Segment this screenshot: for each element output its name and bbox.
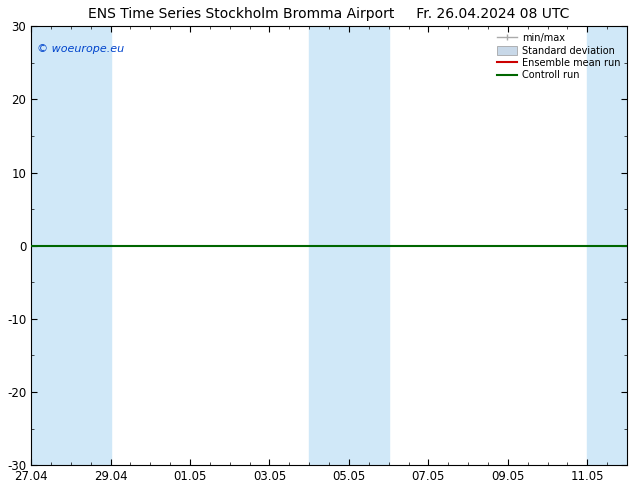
Bar: [71, 26, 110, 465]
Bar: [587, 26, 627, 465]
Bar: [309, 26, 349, 465]
Title: ENS Time Series Stockholm Bromma Airport     Fr. 26.04.2024 08 UTC: ENS Time Series Stockholm Bromma Airport…: [88, 7, 570, 21]
Bar: [349, 26, 389, 465]
Bar: [31, 26, 71, 465]
Text: © woeurope.eu: © woeurope.eu: [37, 44, 124, 54]
Legend: min/max, Standard deviation, Ensemble mean run, Controll run: min/max, Standard deviation, Ensemble me…: [496, 31, 622, 82]
